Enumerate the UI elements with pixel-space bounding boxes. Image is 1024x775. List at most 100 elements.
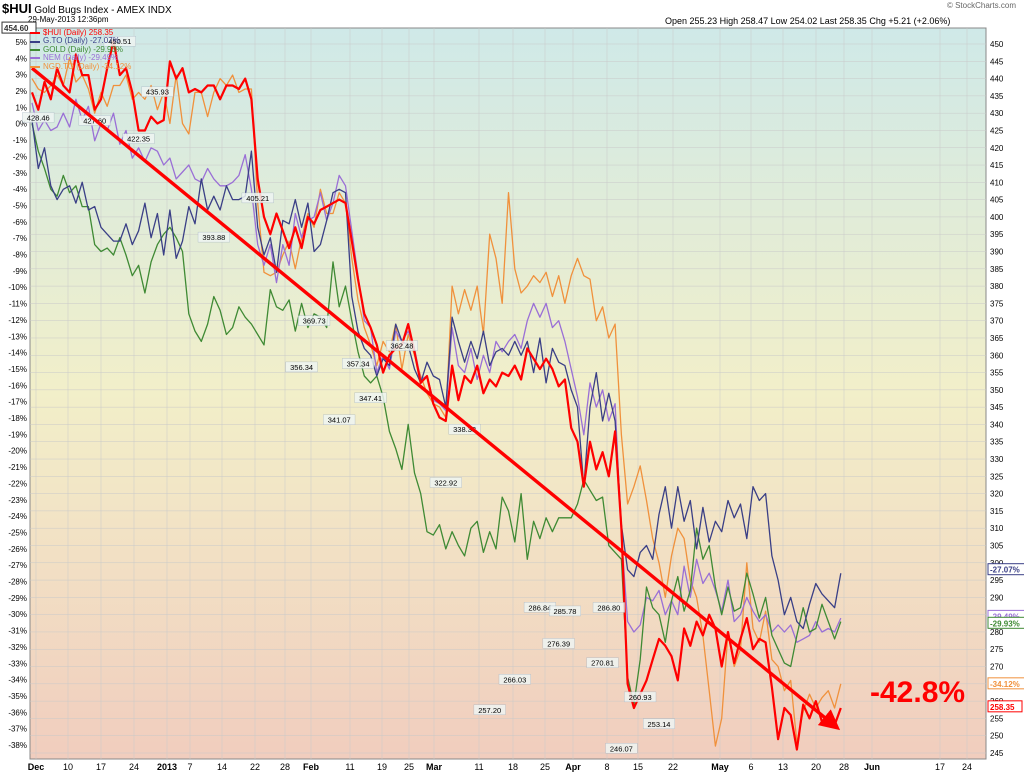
right-tick-label: 310 bbox=[990, 524, 1004, 533]
left-tick-label: -35% bbox=[8, 692, 27, 701]
value-label: 266.03 bbox=[498, 674, 531, 685]
left-tick-label: -10% bbox=[8, 283, 27, 292]
legend-swatch bbox=[30, 49, 40, 52]
open-label: Open bbox=[665, 16, 688, 26]
legend-entry: $HUI (Daily) 258.35 bbox=[30, 28, 131, 37]
value-label: 356.34 bbox=[285, 361, 318, 373]
legend-swatch bbox=[30, 65, 40, 68]
svg-text:246.07: 246.07 bbox=[610, 744, 633, 753]
svg-text:454.60: 454.60 bbox=[4, 24, 29, 33]
last-label: Last bbox=[819, 16, 837, 26]
low-label: Low bbox=[770, 16, 788, 26]
left-tick-label: -11% bbox=[9, 300, 27, 309]
left-tick-label: -18% bbox=[8, 414, 27, 423]
value-label: 285.78 bbox=[549, 605, 581, 617]
chg-label: Chg bbox=[869, 16, 886, 26]
left-tick-label: -1% bbox=[13, 136, 27, 145]
right-tick-label: 325 bbox=[990, 472, 1004, 481]
right-tick-label: 375 bbox=[990, 299, 1004, 308]
value-label: 260.93 bbox=[624, 691, 657, 703]
axis-tag: -27.07% bbox=[987, 563, 1024, 576]
x-tick-label: May bbox=[711, 762, 729, 772]
right-tick-label: 370 bbox=[990, 317, 1004, 326]
x-tick-label: 28 bbox=[280, 762, 290, 772]
left-tick-label: 1% bbox=[15, 103, 27, 112]
left-tick-label: -34% bbox=[8, 676, 27, 685]
left-tick-label: -15% bbox=[8, 365, 27, 374]
svg-text:260.93: 260.93 bbox=[629, 693, 652, 702]
watermark: © StockCharts.com bbox=[946, 1, 1016, 10]
right-tick-label: 420 bbox=[990, 144, 1004, 153]
right-tick-label: 290 bbox=[990, 593, 1004, 602]
plot-area bbox=[29, 27, 987, 760]
right-tick-label: 385 bbox=[990, 265, 1004, 274]
low-value: 254.02 bbox=[789, 16, 818, 26]
right-tick-label: 425 bbox=[990, 126, 1004, 135]
left-tick-label: -7% bbox=[13, 234, 27, 243]
value-label: 276.39 bbox=[542, 638, 575, 649]
svg-text:286.84: 286.84 bbox=[528, 603, 551, 612]
right-tick-label: 345 bbox=[990, 403, 1004, 412]
series-line-gto bbox=[31, 120, 842, 630]
legend-label: G.TO (Daily) -27.07% bbox=[43, 36, 120, 46]
svg-text:357.34: 357.34 bbox=[347, 359, 370, 368]
right-tick-label: 335 bbox=[990, 438, 1004, 447]
right-tick-label: 255 bbox=[990, 714, 1004, 723]
left-tick-label: -9% bbox=[13, 267, 27, 276]
left-tick-label: -26% bbox=[8, 545, 27, 554]
right-tick-label: 450 bbox=[990, 40, 1004, 49]
axis-tag: -29.93% bbox=[987, 616, 1024, 629]
right-tick-label: 315 bbox=[990, 507, 1004, 516]
legend-swatch bbox=[30, 57, 40, 60]
svg-text:257.20: 257.20 bbox=[478, 706, 501, 715]
right-tick-label: 440 bbox=[990, 75, 1004, 84]
x-tick-label: Apr bbox=[565, 762, 581, 772]
left-tick-label: 4% bbox=[15, 54, 27, 63]
right-tick-label: 435 bbox=[990, 92, 1004, 101]
x-tick-label: 11 bbox=[345, 762, 354, 772]
left-tick-label: -2% bbox=[13, 152, 27, 161]
axis-tag: 258.35 bbox=[987, 700, 1023, 713]
x-tick-label: 25 bbox=[540, 762, 550, 772]
left-tick-label: -5% bbox=[13, 201, 27, 210]
left-tick-label: -31% bbox=[8, 627, 27, 636]
left-tick-label: -30% bbox=[8, 610, 27, 619]
right-tick-label: 400 bbox=[990, 213, 1004, 222]
svg-text:266.03: 266.03 bbox=[503, 675, 526, 684]
x-tick-label: 7 bbox=[187, 762, 192, 772]
left-tick-label: -19% bbox=[8, 430, 27, 439]
value-label: 322.92 bbox=[429, 477, 462, 488]
left-tick-label: -32% bbox=[8, 643, 27, 652]
right-tick-label: 340 bbox=[990, 420, 1004, 429]
right-tick-label: 275 bbox=[990, 645, 1004, 654]
left-tick-label: -27% bbox=[8, 561, 27, 570]
x-tick-label: 22 bbox=[250, 762, 260, 772]
svg-text:347.41: 347.41 bbox=[359, 394, 382, 403]
left-tick-label: -3% bbox=[13, 169, 27, 178]
svg-text:341.07: 341.07 bbox=[328, 416, 351, 425]
value-label: 347.41 bbox=[354, 392, 387, 403]
legend-label: $HUI (Daily) 258.35 bbox=[43, 28, 114, 37]
left-tick-label: -8% bbox=[13, 251, 27, 260]
right-tick-label: 430 bbox=[990, 109, 1004, 118]
axis-tag: -34.12% bbox=[987, 677, 1024, 690]
value-label: 422.35 bbox=[122, 133, 155, 144]
x-tick-label: 15 bbox=[633, 762, 643, 772]
high-value: 258.47 bbox=[740, 16, 769, 26]
x-tick-label: 13 bbox=[778, 762, 788, 772]
x-tick-label: 8 bbox=[604, 762, 609, 772]
value-label: 253.14 bbox=[643, 718, 675, 729]
x-tick-label: Feb bbox=[303, 762, 320, 772]
right-tick-label: 410 bbox=[990, 178, 1004, 187]
svg-text:362.48: 362.48 bbox=[390, 342, 413, 351]
svg-text:369.73: 369.73 bbox=[303, 317, 326, 326]
value-label: 435.93 bbox=[141, 86, 174, 97]
x-tick-label: 19 bbox=[377, 762, 387, 772]
value-label: 357.34 bbox=[342, 358, 374, 369]
svg-text:322.92: 322.92 bbox=[434, 479, 457, 488]
left-tick-label: -33% bbox=[8, 659, 27, 668]
value-label: 450.51 bbox=[103, 36, 136, 47]
value-label: 341.07 bbox=[323, 414, 356, 425]
left-tick-label: -24% bbox=[8, 512, 27, 521]
